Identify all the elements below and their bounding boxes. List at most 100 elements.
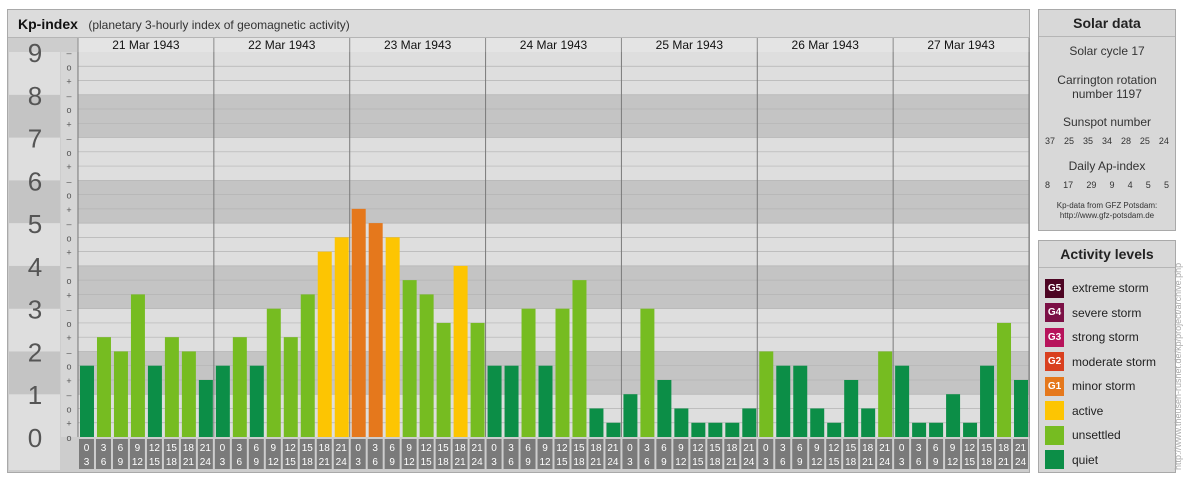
interval-start-label: 18 (590, 443, 602, 454)
kp-bar (980, 365, 995, 437)
activity-level-item: quiet (1045, 448, 1175, 473)
interval-start-label: 15 (709, 443, 721, 454)
level-label: moderate storm (1072, 354, 1157, 369)
level-swatch (1045, 401, 1064, 421)
activity-level-item: G2 moderate storm (1045, 350, 1175, 375)
kp-bar (946, 394, 961, 437)
interval-end-label: 21 (998, 457, 1010, 468)
kp-bar (623, 394, 638, 437)
interval-start-label: 18 (998, 443, 1010, 454)
interval-end-label: 3 (491, 457, 497, 468)
interval-start-label: 0 (899, 443, 905, 454)
interval-start-label: 12 (285, 443, 297, 454)
interval-end-label: 12 (947, 457, 959, 468)
interval-cell (197, 439, 213, 469)
interval-cell (112, 439, 128, 469)
interval-end-label: 9 (118, 457, 124, 468)
interval-start-label: 12 (692, 443, 704, 454)
kp-bar (164, 337, 179, 437)
interval-cell (299, 439, 315, 469)
minor-tick-label: o (66, 362, 71, 372)
interval-end-label: 12 (268, 457, 280, 468)
ap-value: 4 (1127, 180, 1133, 190)
activity-levels-panel: Activity levels G5 extreme storm G4 severe … (1038, 240, 1176, 473)
level-label: extreme storm (1072, 281, 1149, 296)
solar-data-panel: Solar data Solar cycle 17 Carrington rot… (1038, 9, 1176, 231)
kp-bar (283, 337, 298, 437)
interval-cell (418, 439, 434, 469)
interval-start-label: 21 (879, 443, 891, 454)
interval-cell (350, 439, 366, 469)
kp-bar (912, 422, 927, 437)
interval-start-label: 9 (950, 443, 956, 454)
interval-cell (741, 439, 757, 469)
interval-end-label: 21 (862, 457, 874, 468)
kp-bar (844, 379, 859, 437)
interval-start-label: 21 (336, 443, 348, 454)
interval-cell (758, 439, 774, 469)
interval-end-label: 15 (692, 457, 704, 468)
kp-chart: 21 Mar 1943 22 Mar 1943 23 Mar 1943 24 Mar … (9, 38, 1030, 470)
interval-start-label: 9 (271, 443, 277, 454)
date-label: 22 Mar 1943 (248, 38, 316, 52)
kp-bar (215, 365, 230, 437)
y-tick-cell (9, 94, 60, 138)
ap-label: Daily Ap-index (1068, 159, 1146, 173)
activity-level-item: unsettled (1045, 423, 1175, 448)
y-tick-label: 0 (28, 423, 42, 453)
kp-bar (198, 379, 213, 437)
y-tick-label: 5 (28, 209, 42, 239)
level-swatch: G4 (1045, 303, 1064, 323)
level-swatch (1045, 450, 1064, 470)
interval-end-label: 18 (845, 457, 857, 468)
interval-start-label: 6 (661, 443, 667, 454)
interval-cell (656, 439, 672, 469)
interval-cell (690, 439, 706, 469)
kp-band (78, 94, 1029, 138)
interval-cell (843, 439, 859, 469)
interval-cell (928, 439, 944, 469)
interval-end-label: 18 (166, 457, 178, 468)
level-label: severe storm (1072, 305, 1142, 320)
date-label: 24 Mar 1943 (520, 38, 588, 52)
ap-value: 5 (1163, 180, 1169, 190)
minor-tick-label: – (66, 305, 71, 315)
interval-end-label: 15 (149, 457, 161, 468)
kp-bar (861, 408, 876, 437)
sunspot-value: 28 (1120, 136, 1131, 146)
y-tick-label: 6 (28, 166, 42, 196)
interval-end-label: 15 (964, 457, 976, 468)
interval-cell (265, 439, 281, 469)
interval-end-label: 3 (763, 457, 769, 468)
interval-end-label: 24 (743, 457, 755, 468)
kp-bar (130, 294, 145, 437)
kp-bar (759, 351, 774, 437)
y-tick-cell (9, 180, 60, 224)
interval-cell (826, 439, 842, 469)
interval-start-label: 15 (166, 443, 178, 454)
level-swatch: G5 (1045, 278, 1064, 298)
interval-start-label: 15 (438, 443, 450, 454)
interval-start-label: 18 (319, 443, 331, 454)
sunspot-value: 37 (1045, 136, 1056, 146)
interval-start-label: 21 (1015, 443, 1027, 454)
y-tick-cell (9, 137, 60, 181)
kp-bar (572, 280, 587, 437)
interval-end-label: 24 (472, 457, 484, 468)
carrington-number: number 1197 (1072, 87, 1142, 101)
kp-band (78, 52, 1029, 95)
kp-bar (80, 365, 94, 437)
kp-bar (708, 422, 723, 437)
chart-title: Kp-index (18, 16, 78, 32)
kp-band (78, 180, 1029, 224)
interval-end-label: 21 (726, 457, 738, 468)
kp-band (78, 223, 1029, 266)
interval-start-label: 6 (254, 443, 260, 454)
level-label: minor storm (1072, 379, 1136, 394)
interval-cell (979, 439, 995, 469)
sunspot-value: 34 (1101, 136, 1112, 146)
interval-start-label: 3 (644, 443, 650, 454)
interval-start-label: 12 (556, 443, 568, 454)
ap-value: 17 (1063, 180, 1074, 190)
kp-bar (232, 337, 247, 437)
